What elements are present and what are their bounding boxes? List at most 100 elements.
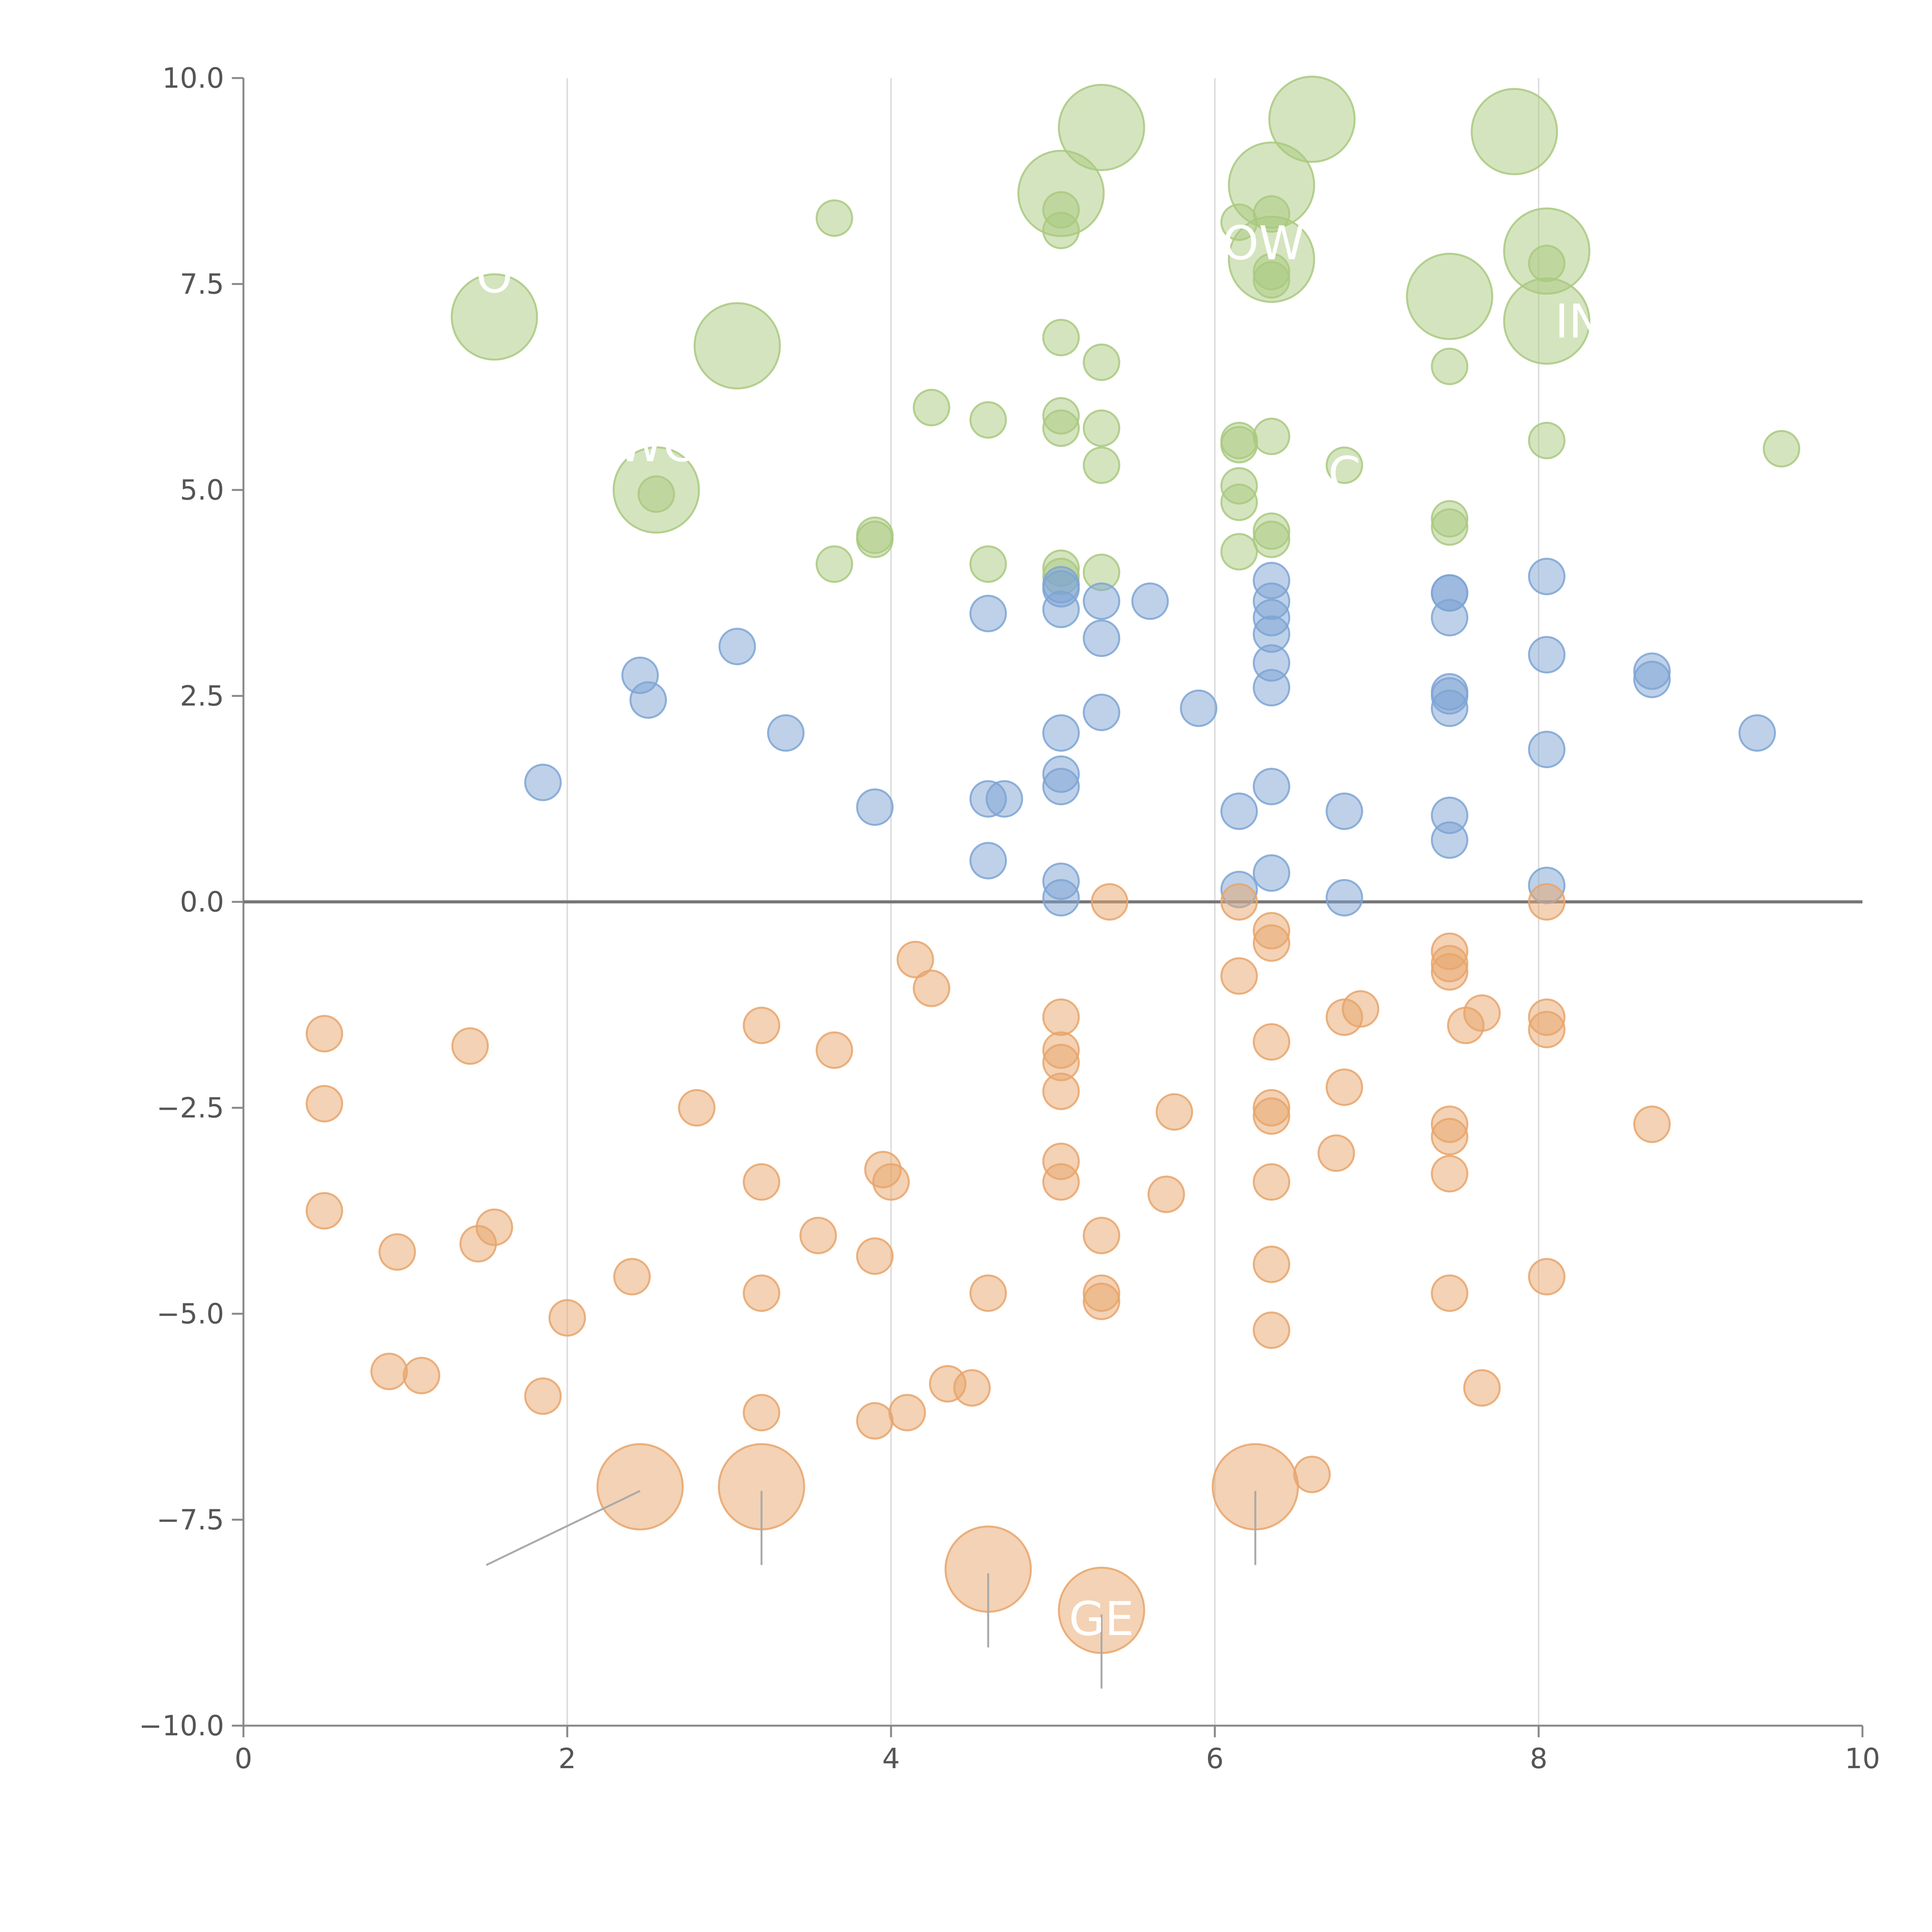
bubble xyxy=(451,273,538,361)
bubble xyxy=(1220,533,1258,571)
bubble xyxy=(1253,924,1291,962)
bubble xyxy=(694,302,781,389)
bubble xyxy=(1528,1258,1566,1296)
bubble xyxy=(856,788,894,826)
bubble xyxy=(1131,582,1169,620)
bubble xyxy=(1042,1072,1080,1110)
bubble xyxy=(548,1299,586,1337)
bubble xyxy=(913,969,951,1007)
bubble xyxy=(856,1402,894,1440)
bubble xyxy=(1042,1163,1080,1201)
bubble xyxy=(985,780,1023,818)
bubble xyxy=(1058,84,1145,171)
x-tick-label: 10 xyxy=(1845,1742,1880,1775)
bubble xyxy=(953,1369,991,1407)
y-tick-label: −5.0 xyxy=(156,1298,224,1330)
bubble xyxy=(743,1274,781,1312)
bubble xyxy=(1463,1369,1501,1407)
bubble xyxy=(1083,694,1121,731)
bubble xyxy=(799,1216,837,1254)
bubble xyxy=(1220,792,1258,830)
bubble xyxy=(1083,446,1121,484)
x-tick-label: 8 xyxy=(1530,1742,1548,1775)
bubble xyxy=(370,1352,408,1390)
bubble xyxy=(969,595,1007,633)
bubble xyxy=(1503,277,1590,365)
bubble xyxy=(524,764,562,801)
bubble xyxy=(1528,422,1566,459)
bubble xyxy=(1042,714,1080,752)
bubble xyxy=(1083,1282,1121,1320)
bubble xyxy=(1083,619,1121,657)
x-tick-label: 2 xyxy=(558,1742,576,1775)
bubble xyxy=(1083,409,1121,447)
bubble xyxy=(1083,344,1121,381)
y-tick-label: 2.5 xyxy=(180,680,224,712)
bubble xyxy=(1738,714,1776,752)
bubble xyxy=(306,1192,343,1230)
bubble xyxy=(1317,1134,1355,1172)
bubble xyxy=(1180,689,1218,727)
bubble xyxy=(1528,558,1566,595)
bubble xyxy=(815,1031,853,1069)
bubble xyxy=(306,1085,343,1122)
bubble xyxy=(1042,879,1080,917)
bubble xyxy=(1406,253,1493,340)
bubble xyxy=(1253,1097,1291,1135)
bubble xyxy=(1633,1105,1671,1143)
bubble xyxy=(1268,75,1356,163)
bubble xyxy=(718,628,756,665)
bubble-label: WC xyxy=(617,418,695,472)
bubble xyxy=(1253,669,1291,707)
bubble xyxy=(1325,446,1363,484)
bubble xyxy=(856,1237,894,1275)
bubble xyxy=(969,401,1007,439)
leader-lines xyxy=(486,1490,1257,1689)
bubble xyxy=(403,1357,440,1395)
bubble xyxy=(1431,821,1469,859)
bubble xyxy=(1253,1023,1291,1061)
bubble xyxy=(1633,660,1671,698)
bubble xyxy=(1253,854,1291,892)
bubble xyxy=(1220,426,1258,464)
y-tick-label: 10.0 xyxy=(162,62,224,94)
bubble xyxy=(613,1258,651,1296)
bubble xyxy=(1220,883,1258,921)
bubble xyxy=(1431,689,1469,727)
bubble-label: GE xyxy=(1069,1592,1134,1646)
bubble xyxy=(451,1027,489,1065)
y-tick-label: 5.0 xyxy=(180,474,224,506)
bubble xyxy=(1463,994,1501,1032)
y-tick-label: −2.5 xyxy=(156,1092,224,1124)
bubble xyxy=(1042,998,1080,1036)
bubble xyxy=(1042,319,1080,357)
bubble xyxy=(524,1377,562,1415)
bubble xyxy=(743,1394,781,1432)
bubble xyxy=(1253,1245,1291,1283)
bubble-label: O xyxy=(476,250,512,303)
bubble xyxy=(1325,1068,1363,1106)
bubble xyxy=(1091,883,1129,921)
bubble xyxy=(1431,347,1469,385)
y-tick-label: 7.5 xyxy=(180,268,224,300)
bubble xyxy=(678,1089,716,1127)
bubble xyxy=(1528,1010,1566,1048)
bubble xyxy=(815,545,853,583)
bubble xyxy=(969,1274,1007,1312)
bubble xyxy=(306,1015,343,1053)
bubble xyxy=(856,520,894,558)
bubble xyxy=(1220,483,1258,521)
bubble xyxy=(1431,953,1469,991)
bubble xyxy=(1042,768,1080,806)
bubble-label: C xyxy=(1328,447,1361,501)
bubble xyxy=(743,1163,781,1201)
x-tick-label: 4 xyxy=(882,1742,900,1775)
bubble xyxy=(1253,417,1291,455)
bubble xyxy=(1528,636,1566,673)
bubble xyxy=(1228,216,1315,303)
bubble xyxy=(629,681,667,719)
bubble xyxy=(1431,508,1469,546)
bubble xyxy=(872,1163,910,1201)
bubble xyxy=(612,446,700,534)
bubble-label: OW xyxy=(1222,217,1304,270)
